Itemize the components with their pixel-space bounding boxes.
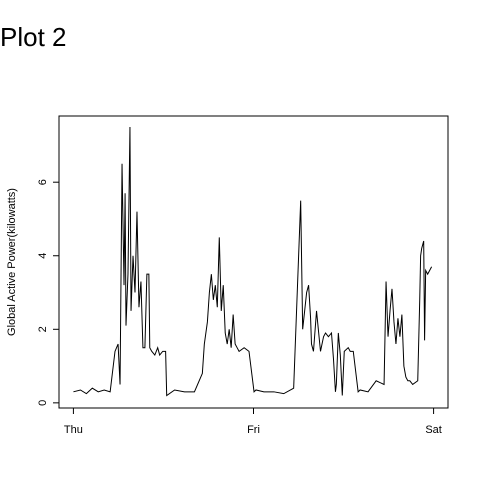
y-tick-label: 4: [37, 253, 49, 259]
y-tick-label: 2: [37, 326, 49, 332]
x-tick-label: Thu: [64, 424, 83, 436]
y-axis-label: Global Active Power(kilowatts): [6, 188, 18, 336]
data-line: [73, 127, 433, 397]
y-tick-label: 0: [37, 400, 49, 406]
y-tick-label: 6: [37, 179, 49, 185]
x-tick-label: Fri: [247, 424, 260, 436]
chart-title: Plot 2: [0, 22, 67, 52]
x-tick-label: Sat: [425, 424, 442, 436]
plot-box: [58, 115, 449, 409]
